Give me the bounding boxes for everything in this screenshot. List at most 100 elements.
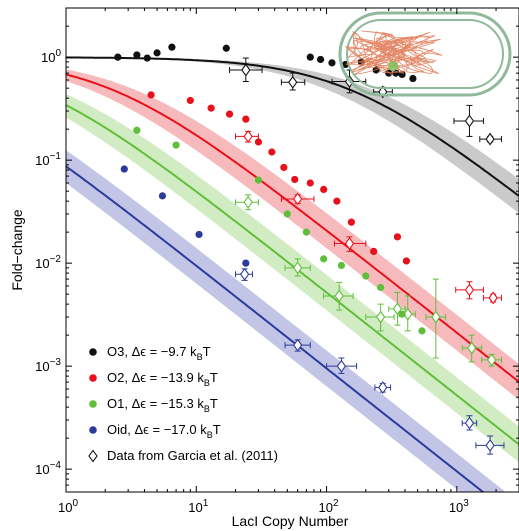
theory-bands xyxy=(66,57,519,492)
point-o2 xyxy=(280,163,288,172)
garcia-point-o1 xyxy=(461,334,483,363)
point-o3 xyxy=(392,69,400,77)
garcia-diamond xyxy=(243,195,253,209)
point-o3 xyxy=(153,49,161,57)
y-tick-label: 100 xyxy=(41,48,61,65)
garcia-diamond xyxy=(292,261,303,275)
curve-o2 xyxy=(66,73,519,383)
garcia-diamond xyxy=(485,438,495,452)
cell-inner-membrane xyxy=(346,19,504,89)
garcia-point-o2 xyxy=(280,192,315,206)
legend-marker-o3 xyxy=(89,348,97,356)
x-tick-label: 101 xyxy=(188,498,208,515)
point-o2 xyxy=(370,247,378,256)
data-points xyxy=(114,43,426,335)
point-o2 xyxy=(306,179,314,187)
point-o1 xyxy=(377,283,385,292)
point-o2 xyxy=(225,110,234,118)
y-tick-label: 10−2 xyxy=(35,254,61,271)
point-o3 xyxy=(114,53,122,61)
garcia-point-o1 xyxy=(234,194,259,211)
garcia-point-o1 xyxy=(284,258,311,277)
garcia-point-o1 xyxy=(425,278,447,359)
garcia-point-o2 xyxy=(455,281,484,300)
point-o1 xyxy=(254,176,263,184)
garcia-diamond xyxy=(334,289,344,303)
curve-o3 xyxy=(66,56,519,197)
point-o1 xyxy=(320,255,328,263)
garcia-diamond xyxy=(336,359,347,373)
garcia-point-oid xyxy=(461,415,478,431)
cell-outer-membrane xyxy=(338,11,512,97)
point-o2 xyxy=(333,197,341,205)
garcia-diamond xyxy=(292,338,303,352)
point-o1 xyxy=(133,126,141,134)
point-o1 xyxy=(398,310,406,318)
garcia-point-o2 xyxy=(482,291,502,305)
garcia-diamond xyxy=(241,63,251,77)
point-oid xyxy=(120,165,128,173)
garcia-diamond xyxy=(243,129,253,143)
point-oid xyxy=(195,230,203,239)
point-o3 xyxy=(168,43,176,51)
garcia-point-oid xyxy=(326,357,358,374)
garcia-diamond xyxy=(467,341,477,355)
garcia-point-o3 xyxy=(453,104,484,137)
dna-tangle xyxy=(344,30,443,76)
garcia-point-oid xyxy=(284,338,311,352)
band-oid xyxy=(66,150,506,492)
point-o3 xyxy=(143,54,151,62)
garcia-diamond xyxy=(464,114,475,128)
x-tick-label: 102 xyxy=(319,498,339,515)
point-o2 xyxy=(207,104,215,112)
x-tick-label: 103 xyxy=(449,498,469,515)
garcia-data xyxy=(229,57,505,455)
legend-label-o1: O1, Δϵ = −15.3 kBT xyxy=(107,396,218,414)
point-o1 xyxy=(283,210,291,218)
point-o2 xyxy=(291,175,299,184)
point-o1 xyxy=(302,228,310,236)
point-o2 xyxy=(347,218,355,226)
garcia-point-o1 xyxy=(323,281,354,311)
garcia-diamond xyxy=(378,381,388,394)
legend-label-o3: O3, Δϵ = −9.7 kBT xyxy=(107,344,211,362)
garcia-point-o3 xyxy=(229,57,263,83)
point-o1 xyxy=(418,327,426,335)
curve-oid xyxy=(66,165,485,492)
plot-frame xyxy=(65,7,519,493)
point-oid xyxy=(242,259,250,267)
point-o1 xyxy=(172,141,180,149)
lac-operon-dot xyxy=(388,61,398,71)
garcia-point-o3 xyxy=(479,132,502,146)
garcia-diamond xyxy=(344,237,355,250)
garcia-point-oid xyxy=(234,267,253,281)
theory-curves xyxy=(66,56,519,492)
point-o3 xyxy=(222,44,230,52)
legend-label-garcia: Data from Garcia et al. (2011) xyxy=(107,448,278,463)
point-o2 xyxy=(242,115,250,123)
point-oid xyxy=(158,192,167,200)
garcia-diamond xyxy=(292,192,303,206)
garcia-diamond xyxy=(375,310,386,324)
y-tick-label: 10−1 xyxy=(35,151,61,168)
point-o2 xyxy=(393,233,402,241)
garcia-point-o1 xyxy=(365,303,395,332)
band-o1 xyxy=(66,94,519,463)
point-o2 xyxy=(147,91,155,99)
legend-label-oid: Oid, Δϵ = −17.0 kBT xyxy=(107,422,221,440)
garcia-point-o1 xyxy=(388,291,406,326)
garcia-diamond xyxy=(392,302,403,316)
point-o2 xyxy=(186,96,194,105)
garcia-diamond xyxy=(239,267,250,281)
point-o3 xyxy=(306,53,314,61)
garcia-diamond xyxy=(288,75,298,89)
point-o3 xyxy=(133,51,141,59)
legend-label-o2: O2, Δϵ = −13.9 kBT xyxy=(107,370,218,388)
garcia-point-o2 xyxy=(333,236,367,252)
legend-marker-oid xyxy=(89,426,97,434)
garcia-diamond xyxy=(485,132,495,146)
point-o3 xyxy=(328,59,336,67)
garcia-diamond xyxy=(464,416,475,430)
y-tick-label: 10−3 xyxy=(35,357,61,374)
point-o2 xyxy=(254,138,263,146)
